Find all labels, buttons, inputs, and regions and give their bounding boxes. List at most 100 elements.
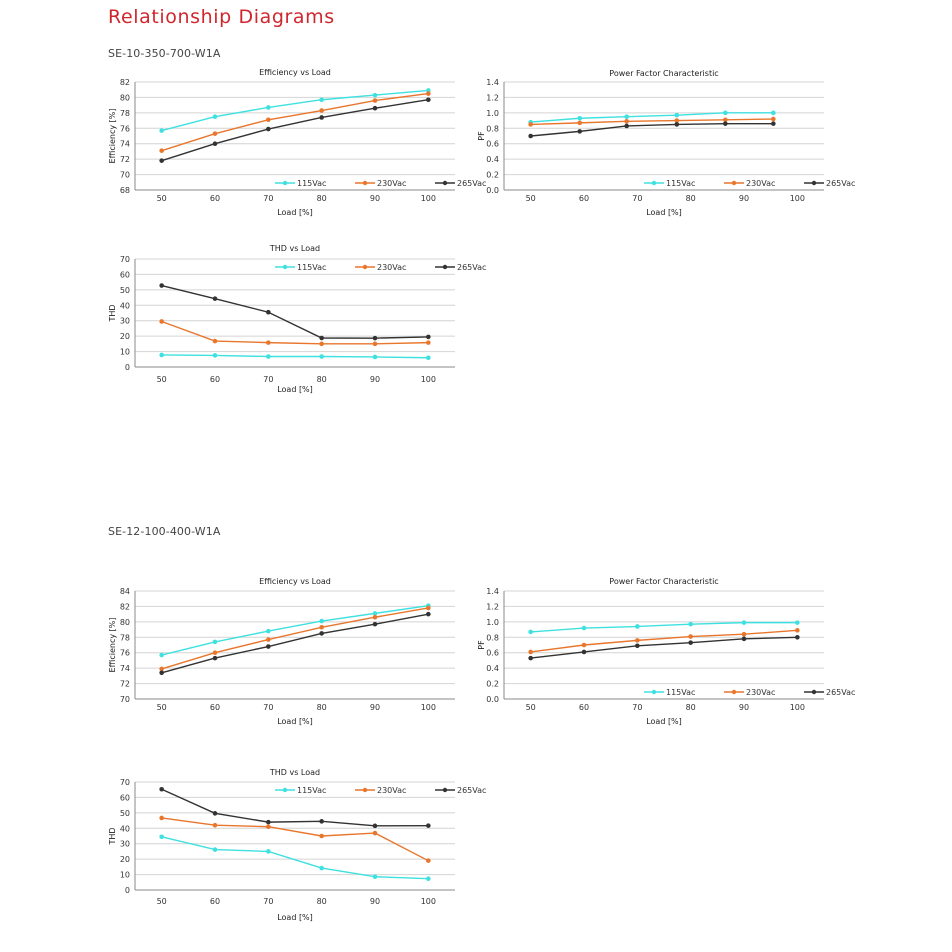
series-115Vac bbox=[159, 88, 431, 133]
y-tick-label: 0.4 bbox=[486, 155, 499, 164]
data-point bbox=[212, 847, 218, 852]
series-115Vac bbox=[159, 834, 431, 882]
x-tick-label: 60 bbox=[579, 194, 589, 203]
data-point bbox=[528, 655, 533, 661]
data-point bbox=[319, 97, 324, 103]
legend-marker bbox=[731, 689, 737, 695]
legend-marker bbox=[442, 787, 448, 793]
x-tick-label: 100 bbox=[790, 194, 805, 203]
data-point bbox=[581, 649, 587, 655]
y-axis-label: THD bbox=[108, 304, 117, 322]
data-point bbox=[426, 91, 431, 96]
x-tick-label: 80 bbox=[686, 194, 696, 203]
data-point bbox=[372, 98, 378, 103]
x-tick-label: 50 bbox=[157, 194, 167, 203]
data-point bbox=[674, 122, 680, 127]
series-line bbox=[161, 836, 429, 880]
data-point bbox=[795, 634, 800, 640]
y-tick-label: 80 bbox=[120, 93, 130, 102]
legend-label: 230Vac bbox=[746, 688, 775, 697]
data-point bbox=[372, 621, 378, 627]
data-point bbox=[635, 638, 640, 643]
series-265Vac bbox=[159, 611, 431, 676]
legend-item: 230Vac bbox=[355, 179, 406, 188]
legend-marker bbox=[362, 787, 368, 793]
x-axis-label: Load [%] bbox=[277, 208, 313, 217]
legend-label: 265Vac bbox=[826, 688, 855, 697]
data-point bbox=[741, 631, 747, 637]
legend-label: 265Vac bbox=[457, 179, 486, 188]
series-265Vac bbox=[159, 283, 431, 341]
series-115Vac bbox=[159, 352, 431, 361]
y-tick-label: 0.0 bbox=[486, 186, 499, 195]
data-point bbox=[426, 611, 431, 617]
data-point bbox=[266, 354, 271, 359]
x-tick-label: 90 bbox=[739, 194, 749, 203]
x-tick-label: 70 bbox=[263, 194, 273, 203]
legend-marker bbox=[362, 264, 368, 270]
data-point bbox=[212, 114, 218, 120]
data-point bbox=[159, 158, 164, 163]
legend-label: 115Vac bbox=[297, 179, 326, 188]
efficiency-chart-1: Efficiency vs Load 68 70 72 74 76 78 80 82 50 60 70… bbox=[108, 68, 486, 217]
series-line bbox=[161, 604, 429, 656]
y-tick-label: 1.2 bbox=[486, 93, 499, 102]
y-tick-label: 10 bbox=[120, 348, 130, 357]
x-tick-label: 90 bbox=[370, 194, 380, 203]
y-tick-label: 60 bbox=[120, 793, 130, 802]
series-line bbox=[161, 607, 429, 670]
chart-title: Power Factor Characteristic bbox=[609, 577, 718, 586]
data-point bbox=[624, 123, 629, 129]
x-tick-label: 100 bbox=[790, 703, 805, 712]
series-230Vac bbox=[159, 91, 431, 153]
legend-item: 230Vac bbox=[355, 263, 406, 272]
y-tick-label: 0.2 bbox=[486, 680, 499, 689]
legend-item: 265Vac bbox=[435, 263, 486, 272]
data-point bbox=[212, 141, 218, 147]
legend-marker bbox=[282, 180, 288, 186]
x-tick-label: 70 bbox=[263, 703, 273, 712]
data-point bbox=[266, 824, 271, 830]
y-tick-label: 0.8 bbox=[486, 124, 499, 133]
x-tick-label: 60 bbox=[210, 194, 220, 203]
data-point bbox=[771, 110, 776, 116]
data-point bbox=[528, 629, 533, 635]
data-point bbox=[426, 858, 431, 863]
data-point bbox=[795, 620, 800, 625]
series-line bbox=[161, 788, 429, 827]
legend-item: 115Vac bbox=[644, 179, 695, 188]
x-tick-label: 90 bbox=[370, 375, 380, 384]
data-point bbox=[741, 620, 747, 625]
data-point bbox=[674, 112, 680, 118]
data-point bbox=[771, 116, 776, 122]
data-point bbox=[319, 631, 324, 636]
y-tick-label: 82 bbox=[120, 78, 130, 87]
legend-label: 230Vac bbox=[377, 263, 406, 272]
chart-title: Power Factor Characteristic bbox=[609, 69, 718, 78]
series-line bbox=[161, 99, 429, 162]
series-line bbox=[161, 354, 429, 359]
data-point bbox=[688, 640, 693, 645]
data-point bbox=[212, 822, 218, 828]
data-point bbox=[581, 625, 587, 631]
y-tick-label: 1.0 bbox=[486, 618, 499, 627]
data-point bbox=[212, 296, 218, 301]
y-tick-label: 50 bbox=[120, 809, 130, 818]
model-label-1: SE-10-350-700-W1A bbox=[108, 47, 221, 60]
data-point bbox=[159, 652, 164, 658]
series-265Vac bbox=[159, 786, 431, 829]
series-230Vac bbox=[159, 605, 431, 672]
legend-label: 230Vac bbox=[377, 179, 406, 188]
y-tick-label: 10 bbox=[120, 871, 130, 880]
data-point bbox=[723, 110, 728, 116]
data-point bbox=[319, 335, 324, 341]
legend-item: 230Vac bbox=[724, 179, 775, 188]
legend: 115Vac 230Vac 265Vac bbox=[275, 786, 486, 795]
y-tick-label: 72 bbox=[120, 680, 130, 689]
legend-marker bbox=[811, 180, 817, 186]
data-point bbox=[212, 650, 218, 656]
data-point bbox=[319, 865, 324, 871]
series-230Vac bbox=[528, 628, 800, 655]
data-point bbox=[426, 97, 431, 103]
legend-item: 115Vac bbox=[644, 688, 695, 697]
